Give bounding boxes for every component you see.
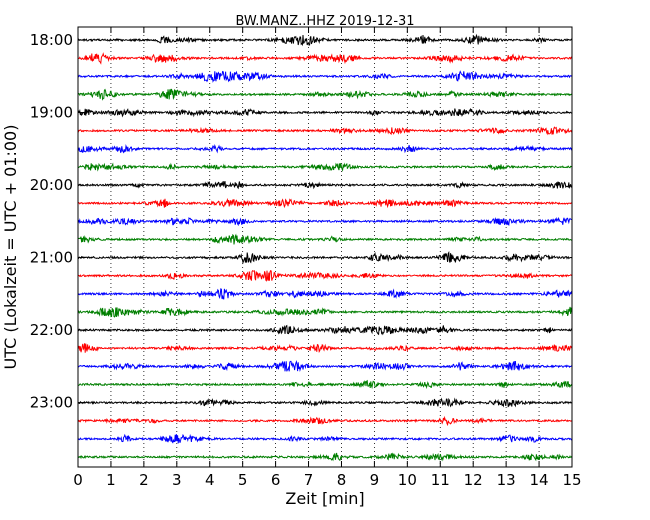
x-tick-label-15: 15 (562, 471, 581, 489)
trace-row-17 (77, 343, 573, 354)
x-tick-label-12: 12 (464, 471, 483, 489)
y-tick-label-3: 21:00 (30, 249, 73, 267)
trace-row-9 (77, 197, 572, 209)
y-tick-label-5: 23:00 (30, 394, 73, 412)
x-tick-label-7: 7 (304, 471, 314, 489)
trace-row-15 (77, 306, 573, 318)
trace-row-11 (77, 233, 572, 245)
trace-row-20 (77, 397, 572, 408)
seismogram-traces (77, 33, 573, 462)
trace-row-13 (77, 269, 573, 282)
x-tick-label-4: 4 (205, 471, 215, 489)
x-axis-label: Zeit [min] (285, 489, 364, 508)
trace-row-3 (77, 88, 573, 101)
trace-row-10 (77, 216, 573, 227)
trace-row-6 (77, 144, 573, 154)
trace-row-14 (77, 288, 573, 300)
x-tick-label-11: 11 (431, 471, 450, 489)
trace-row-16 (77, 324, 573, 336)
y-tick-label-2: 20:00 (30, 176, 73, 194)
y-tick-label-4: 22:00 (30, 321, 73, 339)
y-axis-label: UTC (Lokalzeit = UTC + 01:00) (1, 125, 20, 370)
trace-row-21 (77, 415, 573, 427)
x-axis-ticks: 0 1 2 3 4 5 6 7 8 9 10 11 12 13 14 15 (73, 27, 582, 489)
x-tick-label-8: 8 (337, 471, 347, 489)
trace-row-7 (77, 162, 573, 172)
x-tick-label-2: 2 (139, 471, 149, 489)
chart-title: BW.MANZ..HHZ 2019-12-31 (235, 14, 414, 29)
trace-row-5 (77, 126, 573, 136)
y-tick-label-0: 18:00 (30, 31, 73, 49)
x-tick-label-10: 10 (398, 471, 417, 489)
trace-row-8 (77, 180, 572, 190)
x-tick-label-14: 14 (530, 471, 549, 489)
x-tick-label-6: 6 (271, 471, 281, 489)
plot-frame (77, 26, 573, 468)
trace-row-0 (77, 33, 573, 47)
x-tick-label-1: 1 (106, 471, 116, 489)
grid-lines (110, 27, 540, 467)
x-tick-label-13: 13 (497, 471, 516, 489)
trace-row-4 (77, 107, 572, 118)
trace-row-18 (77, 360, 573, 372)
y-axis-ticks: 18:00 19:00 20:00 21:00 22:00 23:00 (30, 31, 84, 412)
x-tick-label-3: 3 (172, 471, 182, 489)
trace-row-2 (77, 70, 573, 83)
trace-row-22 (77, 433, 573, 444)
trace-row-23 (77, 452, 573, 462)
x-tick-label-0: 0 (73, 471, 83, 489)
y-tick-label-1: 19:00 (30, 104, 73, 122)
trace-row-12 (77, 250, 573, 265)
x-tick-label-9: 9 (370, 471, 380, 489)
x-tick-label-5: 5 (238, 471, 248, 489)
trace-row-19 (77, 379, 573, 390)
trace-row-1 (77, 52, 573, 65)
